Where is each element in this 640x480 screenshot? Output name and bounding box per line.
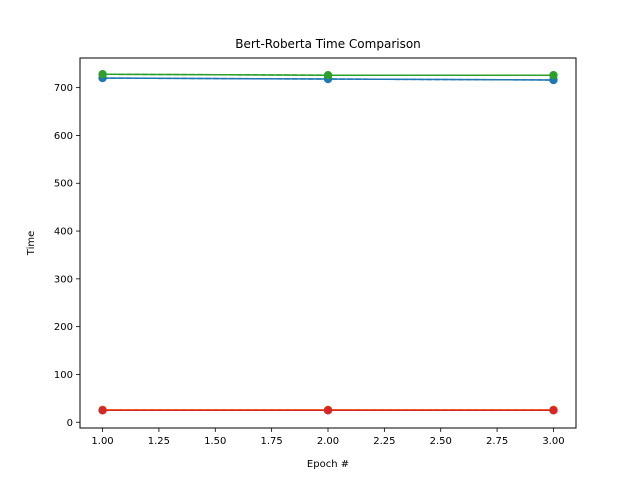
x-tick-label: 1.50 [204, 436, 226, 447]
data-point [98, 70, 107, 79]
y-tick-label: 400 [54, 227, 73, 238]
x-tick-label: 3.00 [542, 436, 564, 447]
y-tick-label: 700 [54, 83, 73, 94]
y-axis-title: Time [26, 231, 37, 256]
y-tick-label: 100 [54, 370, 73, 381]
x-axis: 1.00 1.25 1.50 1.75 2.00 2.25 2.50 2.75 3.00 [91, 428, 565, 447]
series-line [102, 73, 554, 76]
y-tick-label: 200 [54, 322, 73, 333]
y-tick-label: 600 [54, 131, 73, 142]
y-tick-label: 300 [54, 274, 73, 285]
data-point [549, 71, 558, 80]
plot-area [80, 58, 576, 428]
x-tick-label: 1.00 [91, 436, 113, 447]
x-tick-label: 2.25 [373, 436, 395, 447]
y-tick-label: 500 [54, 179, 73, 190]
data-point [549, 406, 558, 415]
x-tick-label: 1.25 [148, 436, 170, 447]
x-axis-title: Epoch # [307, 459, 349, 470]
y-tick-label: 0 [67, 418, 73, 429]
series-layer [98, 70, 558, 415]
x-tick-label: 2.75 [486, 436, 508, 447]
x-tick-label: 2.00 [317, 436, 339, 447]
y-axis: 0 100 200 300 400 500 600 700 [54, 83, 80, 429]
data-point [98, 406, 107, 415]
x-tick-label: 1.75 [261, 436, 283, 447]
chart-title: Bert-Roberta Time Comparison [235, 37, 421, 51]
x-tick-label: 2.50 [430, 436, 452, 447]
